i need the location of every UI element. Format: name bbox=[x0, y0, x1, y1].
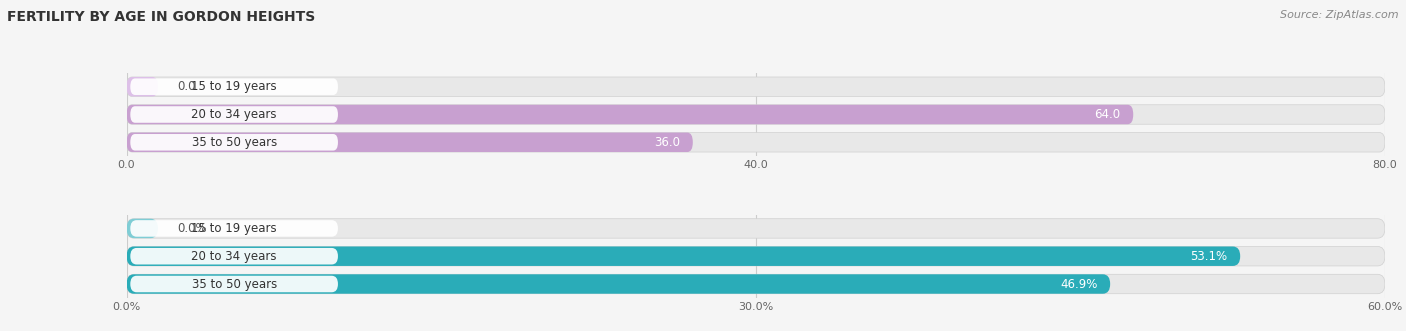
FancyBboxPatch shape bbox=[127, 105, 1133, 124]
FancyBboxPatch shape bbox=[127, 105, 1385, 124]
Text: 35 to 50 years: 35 to 50 years bbox=[191, 136, 277, 149]
FancyBboxPatch shape bbox=[127, 132, 693, 152]
Text: 15 to 19 years: 15 to 19 years bbox=[191, 222, 277, 235]
FancyBboxPatch shape bbox=[127, 247, 1240, 266]
FancyBboxPatch shape bbox=[131, 78, 337, 95]
FancyBboxPatch shape bbox=[127, 274, 1111, 294]
Text: 64.0: 64.0 bbox=[1094, 108, 1121, 121]
Text: 46.9%: 46.9% bbox=[1060, 277, 1098, 291]
FancyBboxPatch shape bbox=[131, 134, 337, 151]
FancyBboxPatch shape bbox=[131, 220, 337, 237]
Text: FERTILITY BY AGE IN GORDON HEIGHTS: FERTILITY BY AGE IN GORDON HEIGHTS bbox=[7, 10, 315, 24]
FancyBboxPatch shape bbox=[127, 219, 1385, 238]
Text: 0.0%: 0.0% bbox=[177, 222, 207, 235]
Text: 36.0: 36.0 bbox=[654, 136, 681, 149]
FancyBboxPatch shape bbox=[127, 274, 1385, 294]
FancyBboxPatch shape bbox=[127, 247, 1385, 266]
Text: Source: ZipAtlas.com: Source: ZipAtlas.com bbox=[1281, 10, 1399, 20]
Text: 20 to 34 years: 20 to 34 years bbox=[191, 108, 277, 121]
Text: 35 to 50 years: 35 to 50 years bbox=[191, 277, 277, 291]
FancyBboxPatch shape bbox=[127, 132, 1385, 152]
FancyBboxPatch shape bbox=[127, 77, 157, 96]
Text: 20 to 34 years: 20 to 34 years bbox=[191, 250, 277, 263]
Text: 53.1%: 53.1% bbox=[1191, 250, 1227, 263]
FancyBboxPatch shape bbox=[127, 219, 157, 238]
FancyBboxPatch shape bbox=[131, 248, 337, 264]
Text: 15 to 19 years: 15 to 19 years bbox=[191, 80, 277, 93]
FancyBboxPatch shape bbox=[131, 106, 337, 123]
FancyBboxPatch shape bbox=[127, 77, 1385, 96]
FancyBboxPatch shape bbox=[131, 276, 337, 292]
Text: 0.0: 0.0 bbox=[177, 80, 195, 93]
